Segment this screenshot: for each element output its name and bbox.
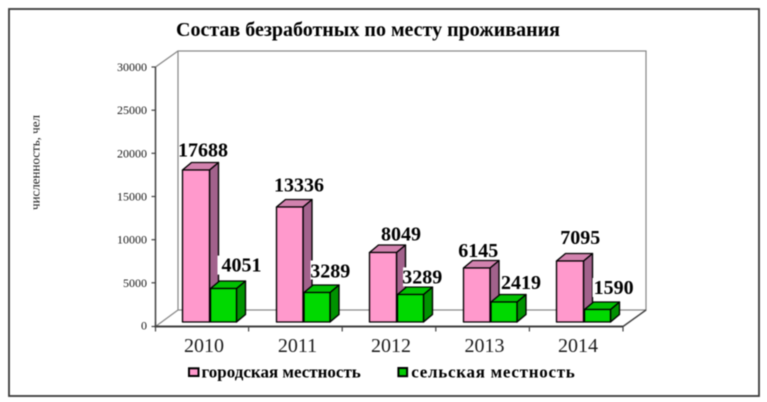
svg-text:2013: 2013 xyxy=(465,335,505,357)
svg-text:10000: 10000 xyxy=(117,233,147,247)
svg-text:сельская местность: сельская местность xyxy=(411,363,575,382)
svg-text:20000: 20000 xyxy=(117,146,147,160)
svg-text:2010: 2010 xyxy=(184,335,224,357)
svg-text:13336: 13336 xyxy=(274,174,324,196)
svg-text:4051: 4051 xyxy=(222,255,262,277)
svg-text:численность, чел: численность, чел xyxy=(28,115,43,210)
svg-text:2011: 2011 xyxy=(278,335,317,357)
svg-text:2014: 2014 xyxy=(558,335,598,357)
svg-text:3289: 3289 xyxy=(310,261,350,283)
svg-text:17688: 17688 xyxy=(178,140,228,162)
svg-text:городская местность: городская местность xyxy=(202,363,361,382)
svg-text:30000: 30000 xyxy=(117,60,147,74)
svg-text:0: 0 xyxy=(141,319,147,333)
svg-text:2012: 2012 xyxy=(371,335,411,357)
svg-text:7095: 7095 xyxy=(560,227,600,249)
svg-text:6145: 6145 xyxy=(458,240,498,262)
svg-text:15000: 15000 xyxy=(117,190,147,204)
svg-text:2419: 2419 xyxy=(501,272,541,294)
svg-text:8049: 8049 xyxy=(381,223,421,245)
svg-text:5000: 5000 xyxy=(123,276,147,290)
svg-text:25000: 25000 xyxy=(117,103,147,117)
svg-text:Состав безработных по месту пр: Состав безработных по месту проживания xyxy=(176,19,560,41)
svg-text:1590: 1590 xyxy=(594,277,634,299)
svg-text:3289: 3289 xyxy=(402,267,442,289)
